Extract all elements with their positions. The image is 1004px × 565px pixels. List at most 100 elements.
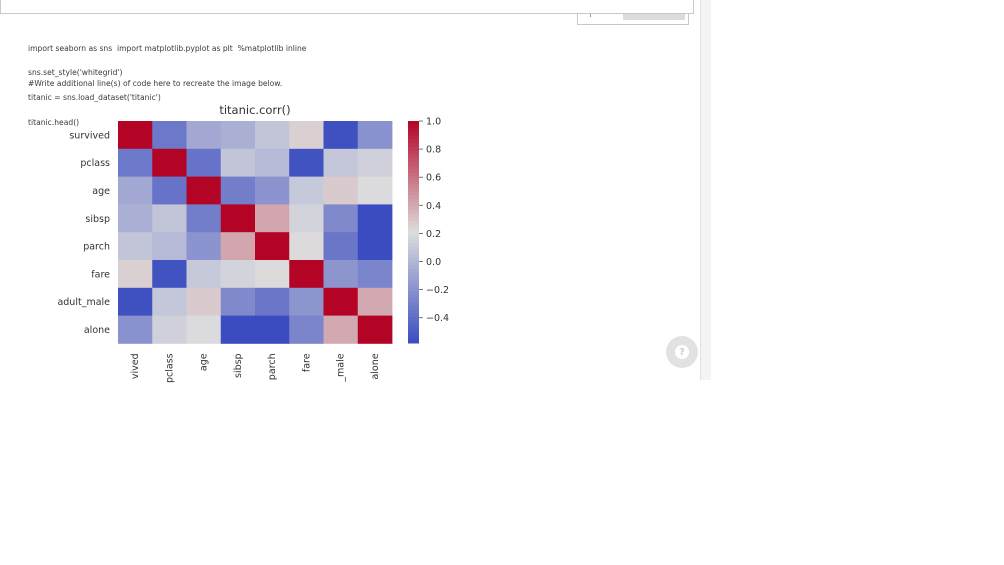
heatmap-cell	[220, 232, 256, 261]
colorbar-tick-label: 0.6	[426, 173, 441, 184]
heatmap-cell	[323, 148, 359, 177]
heatmap-cell	[220, 176, 256, 205]
colorbar-segment	[408, 235, 419, 240]
heatmap-cell	[289, 232, 324, 261]
column-tick-label: _male	[336, 353, 347, 382]
colorbar-tick-label: −0.2	[426, 285, 449, 296]
colorbar-segment	[408, 139, 419, 144]
row-tick-label: parch	[83, 242, 110, 253]
heatmap-cell	[357, 260, 393, 289]
colorbar-segment	[408, 261, 419, 266]
colorbar-segment	[408, 246, 419, 251]
heatmap-cell	[118, 148, 153, 177]
heatmap-cell	[186, 148, 222, 177]
code-line: import seaborn as sns import matplotlib.…	[28, 43, 307, 53]
colorbar-tick-label: 0.8	[426, 145, 441, 156]
heatmap-cell	[255, 232, 290, 261]
scrollbar-thumb[interactable]	[623, 14, 685, 20]
column-tick-label: age	[199, 353, 210, 371]
row-tick-label: survived	[69, 130, 110, 141]
row-tick-label: pclass	[80, 158, 110, 169]
colorbar-segment	[408, 187, 419, 192]
heatmap-cell	[323, 260, 359, 289]
column-tick-label: vived	[130, 353, 141, 379]
heatmap-cell	[220, 204, 256, 233]
colorbar-segment	[408, 302, 419, 307]
colorbar-segment	[408, 309, 419, 314]
heatmap-cell	[152, 232, 187, 261]
colorbar-segment	[408, 317, 419, 322]
heatmap-cell	[118, 121, 153, 150]
colorbar-segment	[408, 265, 419, 270]
heatmap-cell	[186, 204, 222, 233]
colorbar-segment	[408, 324, 419, 329]
colorbar-segment	[408, 283, 419, 288]
column-tick-label: pclass	[164, 353, 175, 383]
colorbar-segment	[408, 328, 419, 333]
colorbar-segment	[408, 135, 419, 140]
heatmap-cell	[357, 287, 393, 316]
heatmap-cell	[220, 260, 256, 289]
heatmap-cell	[289, 204, 324, 233]
heatmap-cell	[118, 315, 153, 344]
colorbar-segment	[408, 172, 419, 177]
colorbar-segment	[408, 280, 419, 285]
colorbar-segment	[408, 180, 419, 185]
heatmap-cell	[152, 260, 187, 289]
colorbar-segment	[408, 143, 419, 148]
heatmap-cell	[289, 287, 324, 316]
heatmap-cell	[220, 287, 256, 316]
heatmap-cell	[186, 232, 222, 261]
colorbar-segment	[408, 243, 419, 248]
heatmap-cell	[255, 315, 290, 344]
colorbar-segment	[408, 276, 419, 281]
code-block[interactable]: import seaborn as sns import matplotlib.…	[28, 28, 306, 136]
colorbar-segment	[408, 320, 419, 325]
colorbar-segment	[408, 217, 419, 222]
colorbar-segment	[408, 335, 419, 340]
heatmap-cell	[186, 176, 222, 205]
colorbar-segment	[408, 146, 419, 152]
help-button[interactable]: ?	[666, 336, 698, 368]
colorbar-segment	[408, 202, 419, 207]
colorbar-segment	[408, 294, 419, 300]
heatmap-cell	[323, 204, 359, 233]
colorbar-segment	[408, 161, 419, 166]
colorbar-tick-label: 1.0	[426, 117, 441, 128]
heatmap-cell	[255, 176, 290, 205]
heatmap-cell	[186, 260, 222, 289]
column-tick-label: parch	[267, 353, 278, 380]
colorbar-segment	[408, 169, 419, 174]
colorbar-tick-label: −0.4	[426, 313, 449, 324]
scrollbar-frame	[577, 14, 689, 25]
heatmap-cell	[152, 204, 187, 233]
colorbar-segment	[408, 132, 419, 137]
column-tick-label: alone	[370, 353, 381, 379]
heatmap-cell	[220, 315, 256, 344]
colorbar-segment	[408, 232, 419, 237]
heatmap-cell	[255, 204, 290, 233]
colorbar-tick-label: 0.0	[426, 257, 441, 268]
heatmap-cell	[323, 315, 359, 344]
colorbar-segment	[408, 150, 419, 155]
colorbar-segment	[408, 209, 419, 214]
code-line: titanic.head()	[28, 118, 80, 128]
heatmap-cell	[357, 315, 393, 344]
heatmap-cell	[152, 121, 187, 150]
scrollbar-tick	[590, 14, 591, 17]
heatmap-cell	[255, 287, 290, 316]
colorbar-segment	[408, 306, 419, 311]
colorbar-segment	[408, 198, 419, 203]
heatmap-cell	[289, 176, 324, 205]
heatmap-cell	[118, 287, 153, 316]
row-tick-label: age	[92, 186, 110, 197]
colorbar-segment	[408, 254, 419, 259]
row-tick-label: alone	[84, 325, 110, 336]
heatmap-cell	[255, 260, 290, 289]
heatmap-cell	[323, 287, 359, 316]
colorbar-segment	[408, 206, 419, 211]
heatmap-cell	[118, 204, 153, 233]
heatmap-cell	[357, 232, 393, 261]
row-tick-label: fare	[91, 269, 110, 280]
